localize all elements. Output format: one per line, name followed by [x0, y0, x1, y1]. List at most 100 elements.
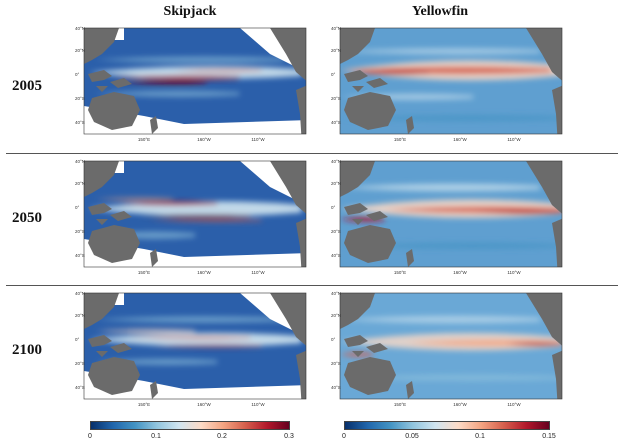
landmass-indonesia [344, 203, 388, 225]
density-band [95, 329, 195, 334]
skipjack-colorbar [90, 421, 290, 430]
lat-tick-label: 20°S [331, 96, 341, 101]
landmass-australia [88, 357, 140, 395]
row-divider [6, 153, 618, 154]
lat-tick-label: 20°S [331, 361, 341, 366]
lon-tick-label: 110°W [251, 270, 265, 275]
landmass-indonesia [344, 70, 388, 92]
density-band [88, 201, 302, 217]
landmass-asia [84, 161, 119, 197]
colorbar-tick: 0.2 [217, 433, 227, 440]
density-band [95, 197, 173, 201]
density-band [351, 70, 429, 75]
column-title-yellowfin: Yellowfin [412, 4, 468, 19]
lat-tick-label: 0° [75, 72, 80, 77]
colorbar-tick: 0.3 [284, 433, 294, 440]
colorbar-tick: 0.05 [405, 433, 419, 440]
lat-tick-label: 0° [75, 205, 80, 210]
landmass-asia [84, 28, 119, 64]
colorbar-tick: 0.15 [542, 433, 556, 440]
landmass-asia [340, 293, 375, 329]
density-band [128, 336, 251, 339]
lat-tick-label: 40°S [75, 385, 85, 390]
yellowfin-map-2100: 40°N 20°N 0° 20°S 40°S 150°E 160°W 110°W [330, 289, 566, 411]
lon-tick-label: 160°W [197, 270, 211, 275]
lon-tick-label: 150°E [138, 270, 150, 275]
lat-tick-label: 40°N [75, 291, 85, 296]
landmass-asia [340, 28, 375, 64]
lon-tick-label: 150°E [394, 270, 406, 275]
density-band [150, 219, 262, 222]
lon-tick-label: 160°W [453, 270, 467, 275]
column-title-skipjack: Skipjack [163, 4, 217, 19]
lat-tick-label: 20°S [75, 361, 85, 366]
lat-tick-label: 20°S [331, 229, 341, 234]
lat-tick-label: 40°N [75, 159, 85, 164]
lat-tick-label: 0° [75, 337, 80, 342]
density-band [340, 315, 540, 324]
density-band [110, 75, 240, 81]
landmass-australia [344, 92, 396, 130]
density-band [117, 201, 218, 206]
colorbar-tick: 0.1 [475, 433, 485, 440]
yellowfin-map-2005: 40°N 20°N 0° 20°S 40°S 150°E 160°W 110°W [330, 24, 566, 146]
lon-tick-label: 150°E [394, 402, 406, 407]
row-label-2005: 2005 [12, 78, 42, 94]
landmass-indonesia [88, 203, 132, 225]
density-band [88, 332, 302, 347]
landmass-asia [84, 293, 119, 329]
density-band [473, 210, 562, 214]
landmass-new-zealand [406, 249, 414, 267]
colorbar-tick: 0 [88, 433, 92, 440]
lat-tick-label: 20°N [75, 181, 85, 186]
no-data-region [84, 371, 306, 399]
landmass-australia [344, 357, 396, 395]
density-band [95, 90, 240, 97]
lon-tick-label: 160°W [197, 137, 211, 142]
landmass-north-america [270, 161, 306, 214]
lat-tick-label: 40°S [331, 253, 341, 258]
lon-tick-label: 160°W [453, 402, 467, 407]
row-label-2100: 2100 [12, 342, 42, 358]
density-band [340, 114, 562, 122]
landmass-south-america [552, 85, 562, 134]
lat-tick-label: 40°S [331, 385, 341, 390]
lon-tick-label: 160°W [453, 137, 467, 142]
lat-tick-label: 20°N [331, 181, 341, 186]
lat-tick-label: 40°S [75, 120, 85, 125]
landmass-australia [344, 225, 396, 263]
landmass-australia [88, 92, 140, 130]
landmass-north-america [270, 28, 306, 81]
landmass-south-america [296, 85, 306, 134]
lat-tick-label: 0° [331, 205, 336, 210]
row-divider [6, 285, 618, 286]
lat-tick-label: 40°N [331, 291, 341, 296]
lat-tick-label: 40°S [331, 120, 341, 125]
row-label-2050: 2050 [12, 210, 42, 226]
landmass-new-zealand [150, 116, 158, 134]
density-band [172, 69, 262, 72]
lat-tick-label: 40°N [331, 26, 341, 31]
no-data-region [84, 106, 306, 134]
lat-tick-label: 0° [331, 337, 336, 342]
landmass-indonesia [344, 335, 388, 357]
lon-tick-label: 110°W [507, 402, 521, 407]
landmass-north-america [526, 161, 562, 214]
landmass-new-zealand [150, 381, 158, 399]
landmass-new-zealand [406, 381, 414, 399]
landmass-new-zealand [406, 116, 414, 134]
yellowfin-colorbar [344, 421, 550, 430]
lon-tick-label: 110°W [507, 137, 521, 142]
landmass-indonesia [88, 335, 132, 357]
lat-tick-label: 20°N [75, 313, 85, 318]
density-band [506, 342, 562, 346]
density-band [95, 56, 284, 63]
landmass-south-america [296, 218, 306, 267]
lat-tick-label: 20°N [331, 313, 341, 318]
colorbar-tick: 0.1 [151, 433, 161, 440]
lat-tick-label: 40°N [331, 159, 341, 164]
density-band [340, 374, 562, 381]
lon-tick-label: 160°W [197, 402, 211, 407]
lat-tick-label: 20°S [75, 96, 85, 101]
landmass-north-america [270, 293, 306, 346]
